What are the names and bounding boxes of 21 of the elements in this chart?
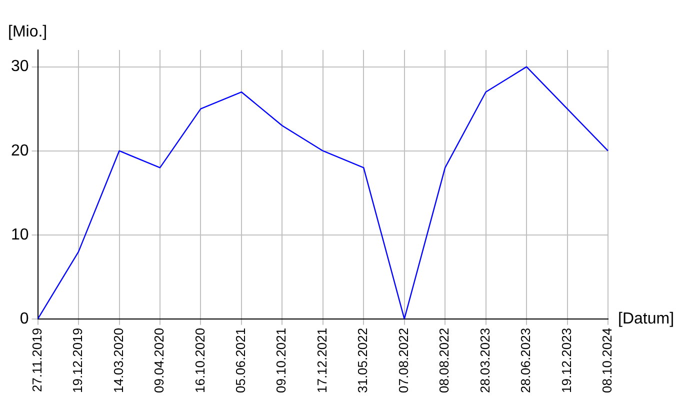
x-tick-label: 28.03.2023 [477,328,492,394]
x-tick-label: 28.06.2023 [518,328,534,394]
x-tick-label: 31.05.2022 [355,328,370,394]
y-tick-label: 0 [20,310,29,328]
x-tick-label: 08.10.2024 [600,328,615,394]
y-tick-label: 20 [11,142,29,160]
x-axis-title: [Datum] [618,310,674,328]
x-tick-label: 05.06.2021 [233,328,248,394]
x-tick-label: 19.12.2019 [70,328,86,394]
x-tick-label: 07.08.2022 [396,328,411,394]
y-tick-label: 30 [11,58,29,76]
y-axis-title: [Mio.] [8,23,48,40]
x-tick-label: 27.11.2019 [29,328,44,392]
y-tick-label: 10 [11,226,29,244]
x-tick-label: 08.08.2022 [436,328,452,394]
x-tick-label: 09.04.2020 [152,328,167,394]
x-tick-label: 14.03.2020 [110,328,126,394]
x-tick-label: 16.10.2020 [192,328,208,394]
x-tick-label: 17.12.2021 [314,328,330,394]
x-tick-label: 09.10.2021 [274,328,289,394]
x-tick-label: 19.12.2023 [558,328,574,394]
